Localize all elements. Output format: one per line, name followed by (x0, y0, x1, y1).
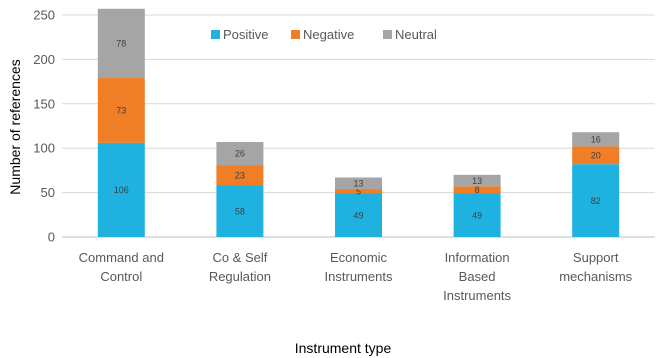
bar-segment-positive (97, 142, 145, 237)
bar-segment-positive (453, 193, 501, 237)
x-category-label: Information Based Instruments (443, 250, 511, 303)
data-label: 16 (591, 135, 601, 145)
legend-label-neutral: Neutral (395, 27, 437, 42)
y-axis-title: Number of references (7, 59, 23, 194)
gridlines (62, 14, 655, 238)
x-category-label: Co & Self Regulation (209, 250, 271, 284)
x-category-label: Economic Instruments (325, 250, 393, 284)
bar-segment-negative (453, 186, 501, 194)
bar-segment-neutral (453, 174, 501, 187)
legend-label-positive: Positive (223, 27, 269, 42)
legend-label-negative: Negative (303, 27, 354, 42)
x-category-label: Support mechanisms (559, 250, 632, 284)
bar-segment-neutral (216, 141, 264, 166)
legend-swatch-negative (291, 30, 300, 39)
y-tick-label: 100 (33, 141, 55, 156)
bar-segment-neutral (335, 177, 382, 190)
bar-segment-negative (216, 165, 264, 186)
y-tick-label: 250 (33, 8, 55, 23)
legend: Positive Negative Neutral (211, 27, 437, 42)
data-label: 58 (235, 206, 245, 216)
data-label: 13 (472, 176, 482, 186)
data-label: 49 (353, 210, 363, 220)
data-label: 73 (116, 106, 126, 116)
x-axis-title: Instrument type (295, 340, 392, 356)
data-label: 20 (591, 151, 601, 161)
y-tick-label: 0 (48, 230, 55, 245)
data-label: 106 (114, 185, 129, 195)
bar-segment-negative (572, 146, 620, 165)
bar-segment-positive (335, 193, 382, 237)
data-label: 13 (353, 178, 363, 188)
bar-segment-positive (216, 185, 264, 237)
data-label: 5 (356, 186, 361, 196)
data-label: 82 (591, 196, 601, 206)
data-label: 78 (116, 39, 126, 49)
data-label: 49 (472, 210, 482, 220)
bar-segment-positive (572, 164, 620, 237)
bar-segment-neutral (97, 8, 145, 79)
bar-segment-negative (97, 78, 145, 143)
y-tick-labels: 0 50 100 150 200 250 (33, 8, 55, 245)
x-category-label: Command and Control (79, 250, 164, 284)
x-category-labels: Command and Control Co & Self Regulation Eco… (79, 250, 633, 303)
data-label: 26 (235, 149, 245, 159)
y-tick-label: 150 (33, 96, 55, 111)
y-tick-label: 50 (41, 185, 55, 200)
legend-swatch-neutral (383, 30, 392, 39)
y-tick-label: 200 (33, 52, 55, 67)
bar-segment-neutral (572, 132, 620, 147)
data-label: 8 (475, 185, 480, 195)
data-label: 23 (235, 170, 245, 180)
legend-swatch-positive (211, 30, 220, 39)
bar-segment-negative (335, 189, 382, 194)
